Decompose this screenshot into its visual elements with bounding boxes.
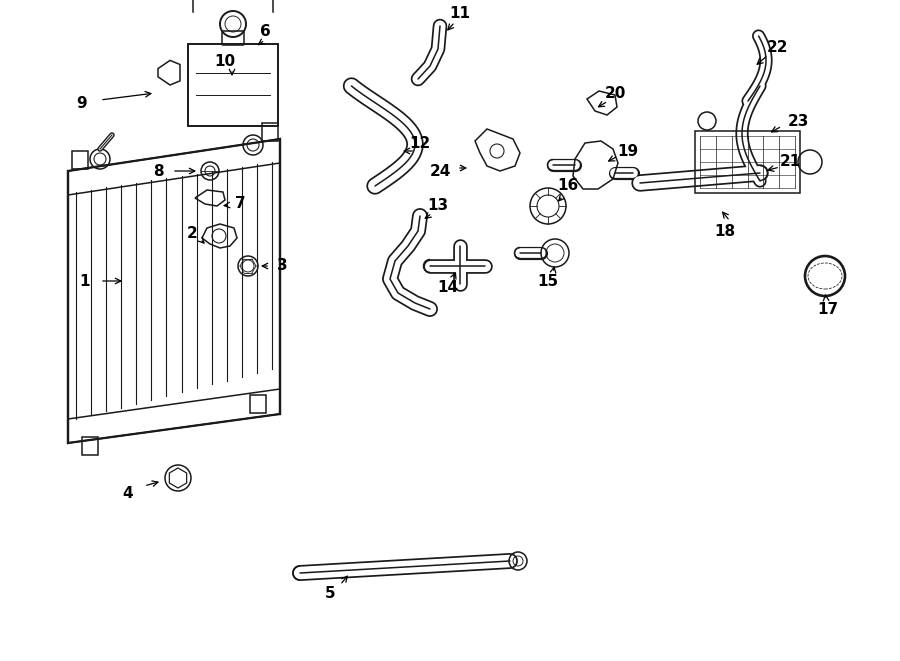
Text: 23: 23	[788, 114, 809, 128]
Text: 14: 14	[437, 280, 459, 295]
Text: 7: 7	[235, 196, 246, 210]
Text: 9: 9	[76, 95, 87, 110]
Text: 10: 10	[214, 54, 236, 69]
Text: 4: 4	[122, 485, 133, 500]
Text: 11: 11	[449, 5, 471, 20]
Text: 8: 8	[153, 163, 163, 178]
Text: 3: 3	[276, 258, 287, 274]
Text: 17: 17	[817, 301, 839, 317]
Text: 19: 19	[617, 143, 639, 159]
Text: 16: 16	[557, 178, 579, 194]
Text: 22: 22	[767, 40, 788, 54]
Text: 12: 12	[410, 136, 430, 151]
Text: 6: 6	[259, 24, 270, 38]
Text: 24: 24	[429, 163, 451, 178]
Text: 21: 21	[779, 153, 801, 169]
Text: 5: 5	[325, 586, 336, 600]
Text: 1: 1	[80, 274, 90, 288]
Text: 15: 15	[537, 274, 559, 288]
Text: 2: 2	[186, 225, 197, 241]
Text: 20: 20	[604, 85, 626, 100]
Text: 18: 18	[715, 223, 735, 239]
Text: 13: 13	[428, 198, 448, 214]
